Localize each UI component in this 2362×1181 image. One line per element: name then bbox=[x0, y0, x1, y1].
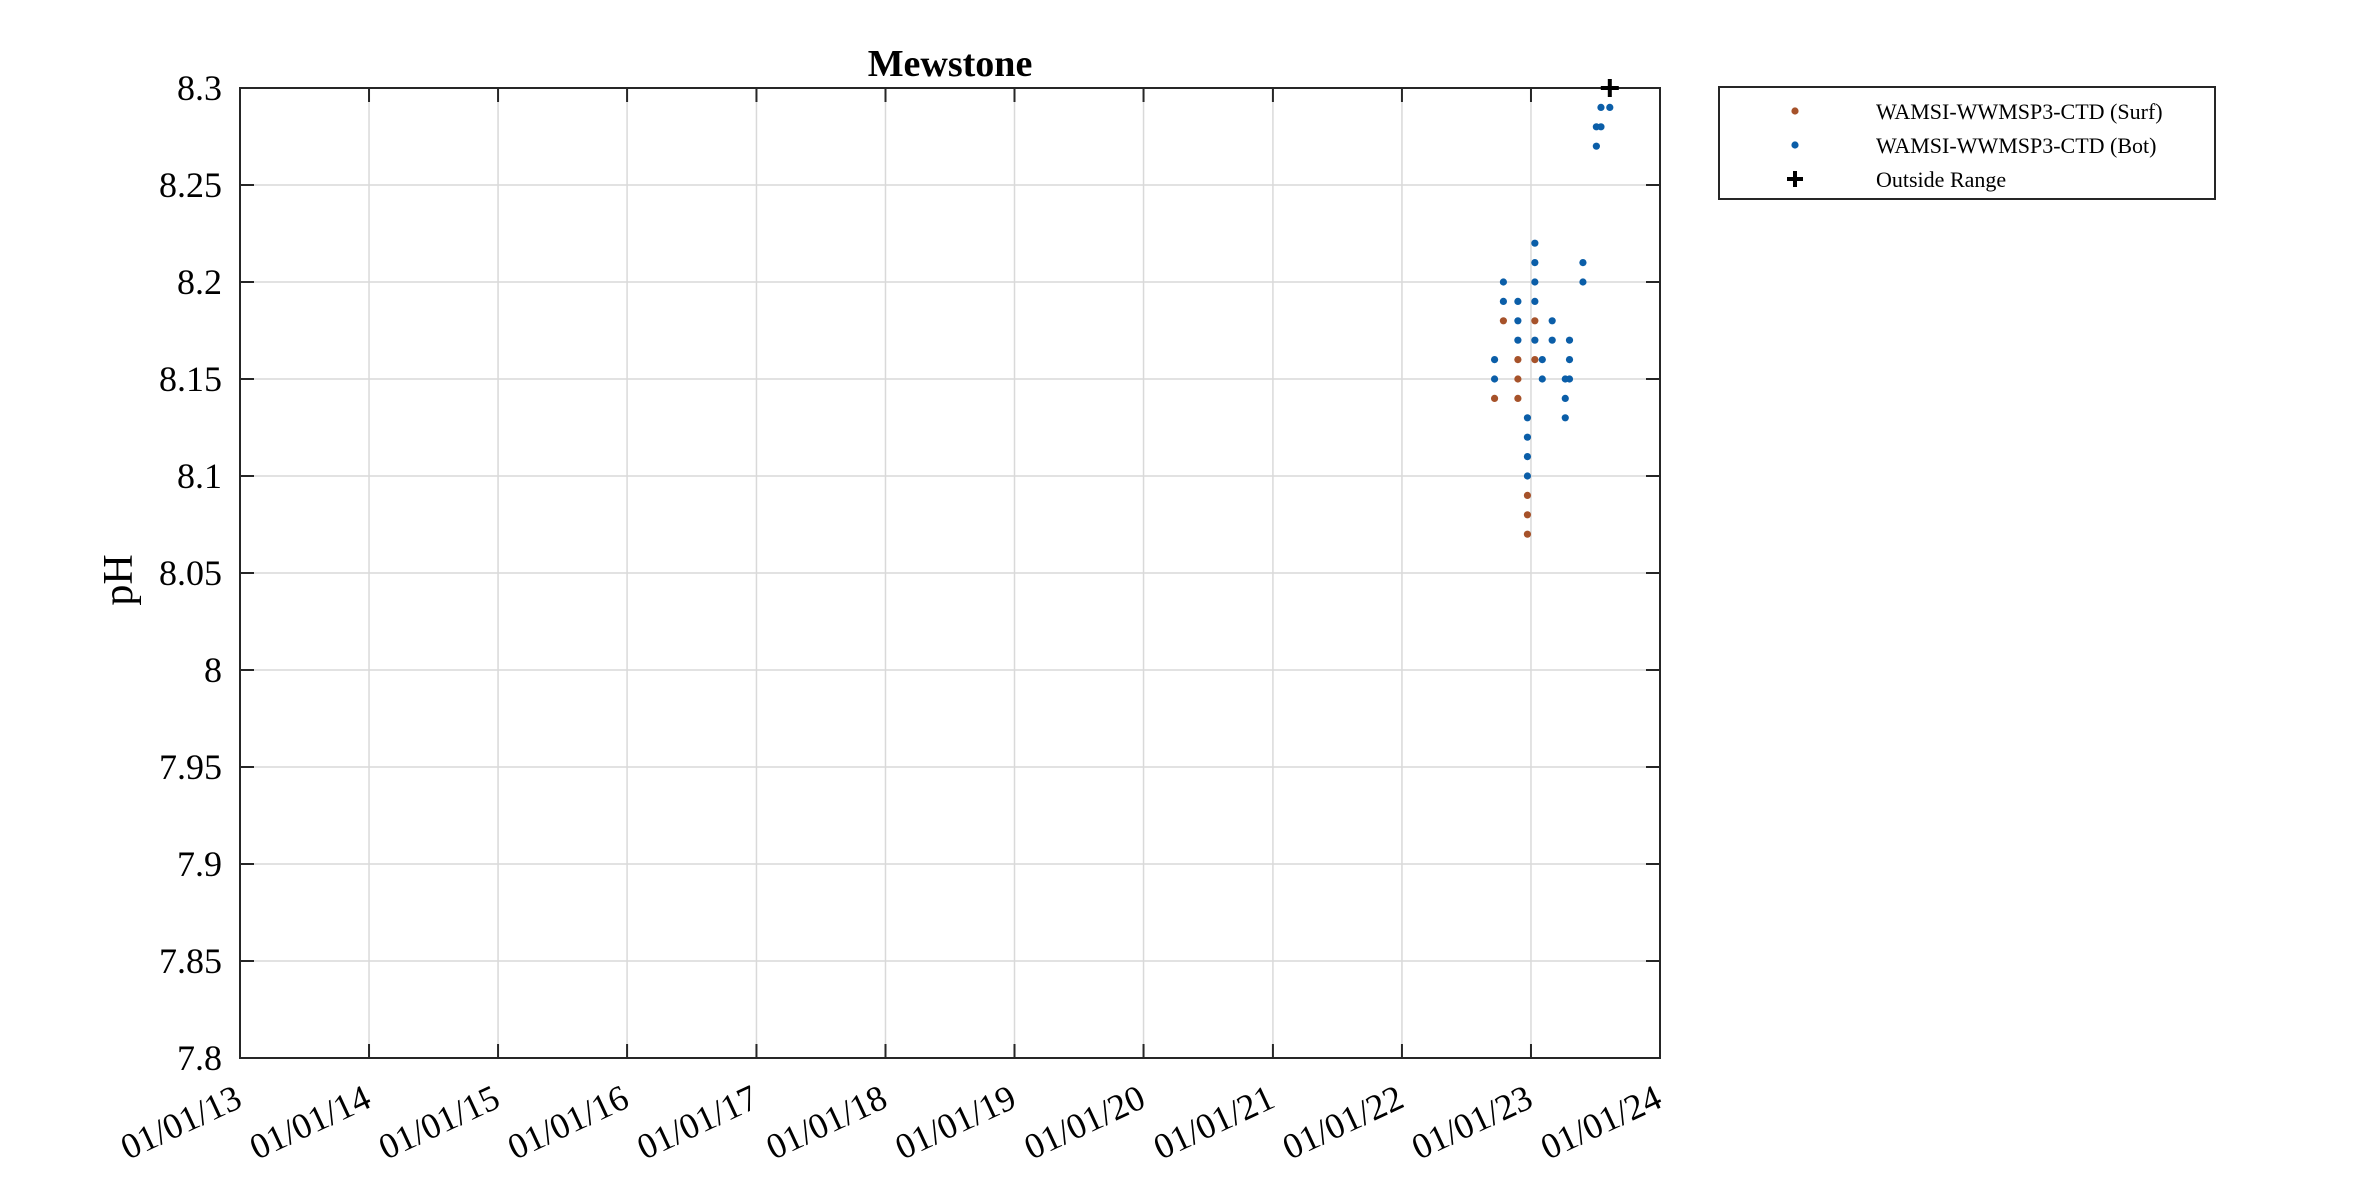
data-point bbox=[1579, 259, 1587, 267]
data-point bbox=[1531, 278, 1539, 286]
data-point bbox=[1565, 375, 1574, 383]
x-tick-labels: 01/01/1301/01/1401/01/1501/01/1601/01/17… bbox=[114, 1077, 1667, 1167]
data-point bbox=[1561, 394, 1569, 402]
legend-label: Outside Range bbox=[1876, 167, 2006, 192]
data-point bbox=[1514, 297, 1522, 305]
series-2 bbox=[1600, 79, 1619, 97]
data-point bbox=[1538, 356, 1546, 364]
data-point bbox=[1523, 453, 1532, 461]
data-point bbox=[1523, 491, 1532, 499]
x-tick-label: 01/01/24 bbox=[1534, 1077, 1667, 1167]
data-point bbox=[1523, 530, 1532, 538]
data-point bbox=[1531, 336, 1539, 344]
legend-marker bbox=[1787, 171, 1803, 187]
data-point bbox=[1565, 356, 1574, 364]
y-tick-label: 8.1 bbox=[177, 456, 222, 496]
data-point bbox=[1597, 103, 1605, 111]
x-tick-label: 01/01/15 bbox=[373, 1077, 506, 1167]
legend-marker bbox=[1791, 141, 1799, 149]
data-point bbox=[1499, 278, 1508, 286]
data-point bbox=[1592, 142, 1600, 150]
data-point bbox=[1531, 239, 1539, 247]
x-tick-label: 01/01/13 bbox=[114, 1077, 247, 1167]
y-tick-label: 7.8 bbox=[177, 1038, 222, 1078]
data-point bbox=[1548, 336, 1556, 344]
x-tick-label: 01/01/18 bbox=[760, 1077, 893, 1167]
x-tick-label: 01/01/17 bbox=[631, 1077, 764, 1167]
data-point bbox=[1579, 278, 1587, 286]
y-tick-label: 8.15 bbox=[159, 359, 222, 399]
y-tick-label: 8.25 bbox=[159, 165, 222, 205]
data-point bbox=[1606, 103, 1614, 111]
legend-label: WAMSI-WWMSP3-CTD (Bot) bbox=[1876, 133, 2157, 158]
x-tick-label: 01/01/23 bbox=[1405, 1077, 1538, 1167]
y-tick-label: 8.05 bbox=[159, 553, 222, 593]
series-0 bbox=[1490, 317, 1539, 538]
y-tick-labels: 7.8 7.85 7.9 7.95 8 8.05 8.1 8.15 8.2 8.25 8.3 bbox=[159, 68, 222, 1078]
data-point bbox=[1538, 375, 1546, 383]
x-tick-label: 01/01/14 bbox=[243, 1077, 376, 1167]
data-point bbox=[1490, 375, 1499, 383]
data-point bbox=[1514, 356, 1522, 364]
data-point bbox=[1531, 297, 1539, 305]
data-point bbox=[1523, 511, 1532, 519]
y-tick-label: 7.9 bbox=[177, 844, 222, 884]
data-point bbox=[1514, 394, 1522, 402]
legend-label: WAMSI-WWMSP3-CTD (Surf) bbox=[1876, 99, 2163, 124]
y-tick-label: 8.3 bbox=[177, 68, 222, 108]
data-point bbox=[1514, 317, 1522, 325]
data-point bbox=[1597, 123, 1605, 131]
y-tick-label: 8.2 bbox=[177, 262, 222, 302]
x-tick-label: 01/01/22 bbox=[1276, 1077, 1409, 1167]
legend-marker bbox=[1791, 107, 1799, 115]
data-point bbox=[1523, 433, 1532, 441]
x-tick-label: 01/01/21 bbox=[1147, 1077, 1280, 1167]
data-point bbox=[1523, 414, 1532, 422]
data-point bbox=[1490, 394, 1499, 402]
tick-layer bbox=[239, 87, 1661, 1059]
points-layer bbox=[1490, 79, 1619, 538]
data-point bbox=[1565, 336, 1574, 344]
x-tick-label: 01/01/16 bbox=[502, 1077, 635, 1167]
y-tick-label: 7.95 bbox=[159, 747, 222, 787]
data-point bbox=[1514, 336, 1522, 344]
data-point-outside-range bbox=[1600, 79, 1619, 97]
data-point bbox=[1548, 317, 1556, 325]
y-axis-label: pH bbox=[96, 554, 142, 605]
y-tick-label: 7.85 bbox=[159, 941, 222, 981]
data-point bbox=[1499, 317, 1508, 325]
legend-entries: WAMSI-WWMSP3-CTD (Surf) WAMSI-WWMSP3-CTD … bbox=[1787, 99, 2163, 192]
data-point bbox=[1531, 259, 1539, 267]
data-point bbox=[1499, 297, 1508, 305]
x-tick-label: 01/01/19 bbox=[889, 1077, 1022, 1167]
data-point bbox=[1561, 414, 1569, 422]
y-tick-label: 8 bbox=[204, 650, 222, 690]
legend: WAMSI-WWMSP3-CTD (Surf) WAMSI-WWMSP3-CTD … bbox=[1718, 86, 2216, 200]
data-point bbox=[1514, 375, 1522, 383]
data-point bbox=[1531, 356, 1539, 364]
data-point bbox=[1531, 317, 1539, 325]
data-point bbox=[1490, 356, 1499, 364]
x-tick-label: 01/01/20 bbox=[1018, 1077, 1151, 1167]
grid-layer bbox=[239, 87, 1661, 1059]
chart-title: Mewstone bbox=[868, 43, 1033, 85]
series-1 bbox=[1490, 103, 1614, 480]
data-point bbox=[1523, 472, 1532, 480]
